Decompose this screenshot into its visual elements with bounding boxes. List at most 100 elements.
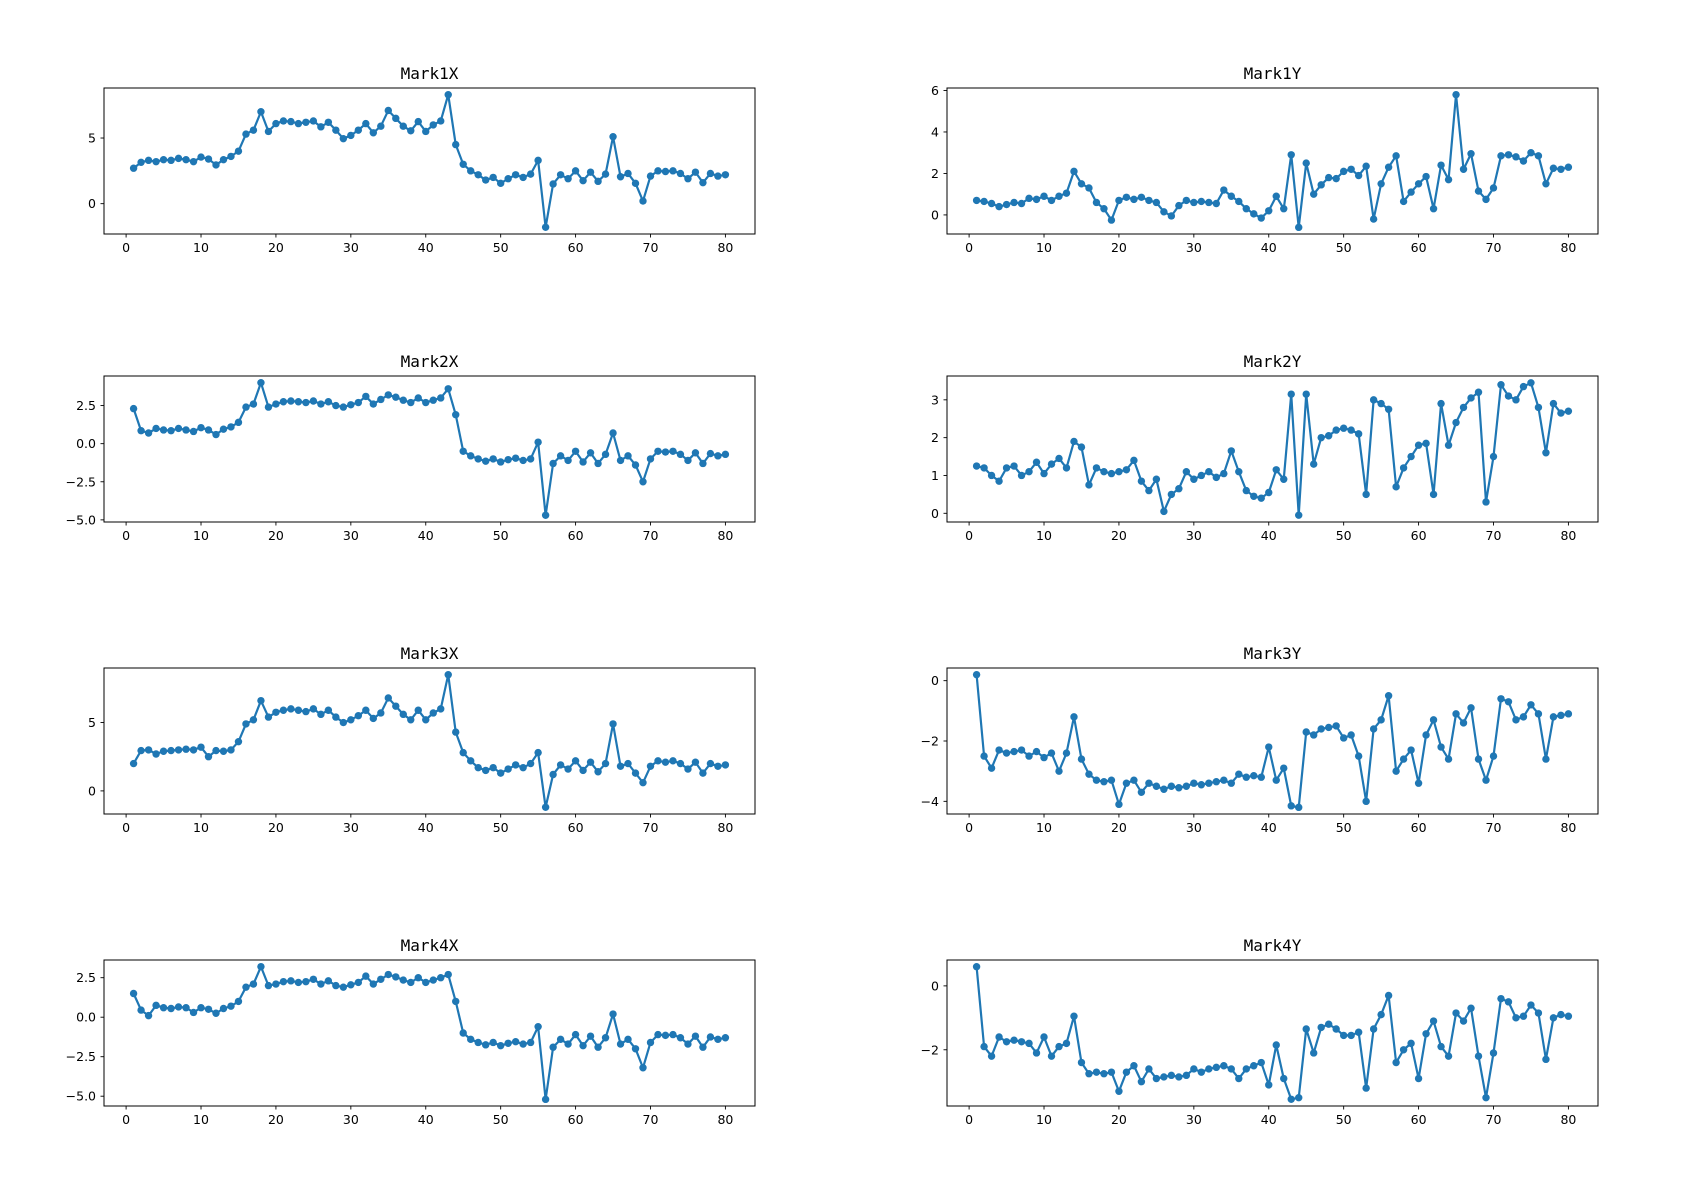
data-point: [1017, 471, 1026, 480]
data-point: [354, 978, 363, 987]
data-point: [1220, 469, 1228, 478]
data-point: [972, 963, 981, 971]
data-point: [182, 426, 190, 434]
data-point: [1265, 207, 1273, 215]
data-point: [1040, 753, 1048, 762]
data-point: [631, 769, 640, 777]
x-tick-label: 30: [1186, 240, 1202, 255]
data-point: [1347, 165, 1355, 173]
data-point: [437, 117, 445, 125]
data-point: [1287, 1095, 1295, 1103]
data-point: [571, 1030, 580, 1039]
data-point: [564, 175, 572, 183]
data-point: [1160, 1073, 1168, 1081]
data-point: [504, 765, 512, 773]
data-point: [489, 763, 497, 772]
x-tick-label: 70: [643, 820, 659, 835]
data-point: [1429, 1017, 1438, 1025]
data-point: [317, 400, 325, 408]
subplot-mark3y: Mark3Y 0 10 20 30 40 50 60 70 80 0 −2 −4: [921, 644, 1599, 835]
data-point: [1085, 1070, 1093, 1078]
data-point: [1100, 778, 1108, 786]
data-point: [721, 171, 730, 179]
data-point: [1107, 469, 1116, 478]
data-point: [1557, 1010, 1565, 1019]
data-point: [549, 180, 557, 188]
data-point: [541, 223, 550, 231]
data-point: [995, 202, 1003, 211]
data-point: [1519, 157, 1528, 165]
data-point: [1429, 205, 1438, 213]
data-point: [204, 155, 213, 163]
data-point: [1557, 165, 1565, 173]
data-point: [1175, 1073, 1183, 1081]
data-point: [1482, 1093, 1490, 1102]
data-point: [1167, 490, 1176, 499]
data-point: [594, 459, 602, 468]
data-point: [1122, 466, 1131, 474]
data-point: [429, 976, 437, 984]
data-point: [1167, 1071, 1176, 1080]
y-tick-label: −2.5: [66, 474, 96, 489]
data-point: [1107, 1068, 1116, 1076]
data-point: [1384, 163, 1393, 171]
data-point: [496, 769, 505, 777]
data-point: [1362, 162, 1370, 170]
data-line: [975, 965, 1570, 1101]
data-point: [1347, 731, 1355, 739]
data-point: [972, 670, 981, 679]
data-point: [144, 746, 153, 754]
data-point: [564, 1040, 572, 1048]
x-tick-label: 50: [493, 528, 509, 543]
x-tick-label: 10: [1036, 1112, 1052, 1127]
data-point: [639, 1064, 647, 1072]
data-point: [1377, 399, 1385, 408]
data-point: [609, 429, 617, 437]
data-point: [519, 1040, 527, 1048]
data-point: [1474, 187, 1483, 195]
data-point: [1227, 779, 1236, 787]
data-point: [1354, 171, 1363, 180]
data-point: [167, 746, 175, 755]
axes-frame: [946, 959, 1599, 1107]
data-point: [541, 511, 550, 519]
data-point: [571, 447, 580, 455]
data-point: [399, 122, 407, 130]
data-point: [654, 167, 662, 175]
data-point: [1414, 441, 1423, 449]
data-point: [272, 400, 280, 408]
data-point: [1010, 747, 1018, 756]
data-point: [1519, 382, 1528, 391]
data-point: [1107, 776, 1116, 784]
data-point: [676, 1034, 685, 1042]
data-point: [1287, 390, 1295, 398]
data-point: [407, 127, 415, 135]
data-point: [1534, 1009, 1543, 1017]
data-point: [1280, 205, 1288, 213]
data-point: [1407, 746, 1415, 754]
data-point: [1212, 778, 1221, 786]
data-point: [609, 1010, 617, 1018]
x-tick-label: 70: [1486, 1112, 1502, 1127]
data-point: [1414, 180, 1423, 188]
data-point: [1272, 776, 1280, 784]
data-point: [302, 118, 310, 126]
data-point: [706, 449, 715, 458]
data-point: [257, 108, 265, 116]
data-point: [1107, 216, 1116, 224]
data-point: [1235, 770, 1243, 778]
data-point: [242, 130, 250, 138]
data-point: [631, 461, 640, 469]
data-point: [646, 172, 655, 180]
data-point: [489, 173, 497, 182]
data-point: [174, 746, 183, 754]
data-point: [1100, 1070, 1108, 1078]
x-tick-label: 60: [568, 1112, 584, 1127]
data-point: [1310, 731, 1318, 739]
data-point: [324, 118, 333, 126]
x-tick-label: 40: [418, 1112, 434, 1127]
data-point: [1220, 776, 1228, 784]
data-point: [204, 426, 213, 434]
data-point: [167, 427, 175, 435]
data-point: [1175, 201, 1183, 210]
